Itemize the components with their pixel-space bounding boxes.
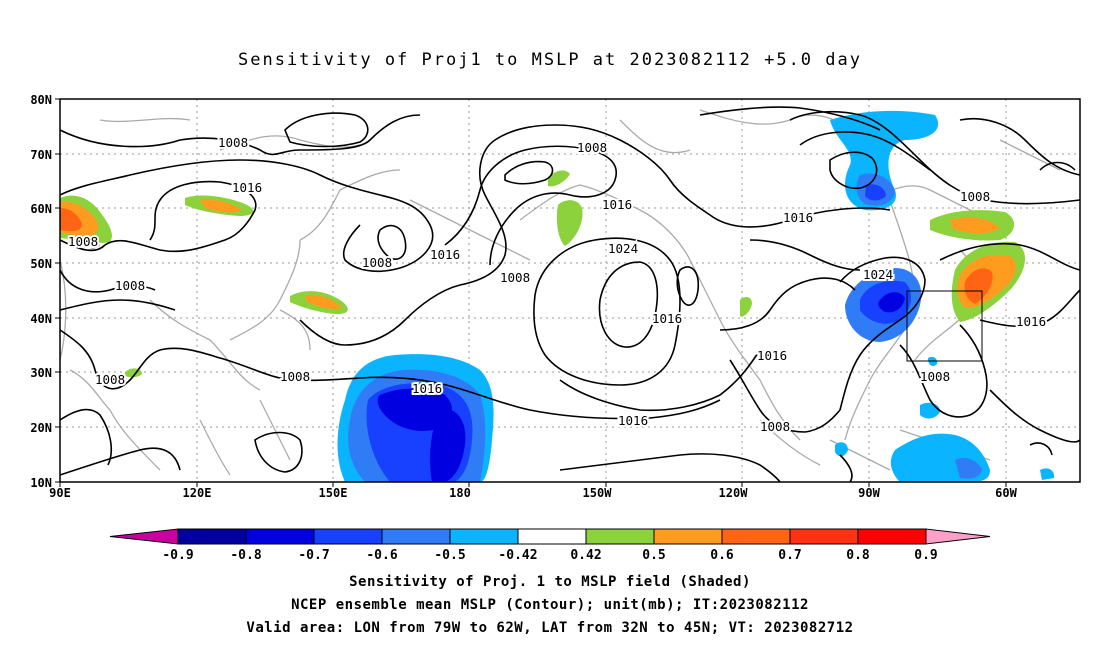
colorbar-under-arrow [109,528,179,545]
colorbar-label: 0.8 [846,548,870,563]
y-tick-label: 30N [30,366,52,380]
shade-alaska-pos [556,200,583,246]
x-tick-label: 120W [719,486,749,500]
colorbar-swatch [721,528,791,545]
map-frame [59,98,1081,483]
contour-label: 1016 [412,381,442,396]
colorbar-over-arrow [925,528,991,545]
x-tick-label: 180 [449,486,471,500]
contour-label: 1008 [500,270,530,285]
contour-label: 1008 [760,419,790,434]
contour-label: 1008 [280,369,310,384]
colorbar-label: -0.8 [230,548,261,563]
colorbar-swatch [177,528,247,545]
map-title: Sensitivity of Proj1 to MSLP at 20230821… [238,50,862,70]
x-tick-label: 150E [319,486,348,500]
colorbar-swatch [653,528,723,545]
coastlines [59,109,1061,476]
y-tick-label: 20N [30,421,52,435]
colorbar-label: 0.9 [914,548,937,563]
contour-label: 1016 [757,348,787,363]
shade-pacific-neg-core [377,388,452,432]
x-tick-label: 120E [183,486,212,500]
contour-label: 1008 [577,140,607,155]
y-tick-label: 80N [30,93,52,107]
contour-label: 1016 [783,210,813,225]
contour-label: 1008 [920,369,950,384]
x-tick-label: 150W [583,486,613,500]
colorbar-label: 0.42 [570,548,601,563]
x-tick-label: 90E [49,486,71,500]
mslp-contours [59,106,1081,483]
y-tick-label: 70N [30,148,52,162]
axis-ticks [55,98,1007,487]
colorbar-label: -0.7 [298,548,329,563]
colorbar-label: -0.42 [498,548,537,563]
contour-label: 1024 [863,267,893,282]
x-tick-label: 60W [995,486,1017,500]
colorbar-label: 0.5 [642,548,665,563]
footer-line-1: Sensitivity of Proj. 1 to MSLP field (Sh… [349,574,751,590]
colorbar-swatch [381,528,451,545]
contour-label: 1008 [218,135,248,150]
contour-label: 1024 [608,241,638,256]
colorbar-swatch [585,528,655,545]
y-tick-label: 10N [30,476,52,490]
shade-pacific-neg-core2 [430,409,466,482]
y-axis-labels: 80N 70N 60N 50N 40N 30N 20N 10N [30,93,52,490]
contour-label: 1016 [430,247,460,262]
colorbar-label: -0.5 [434,548,465,563]
valid-area-box [906,290,983,362]
contour-label: 1016 [232,180,262,195]
contour-label: 1008 [68,234,98,249]
colorbar-swatch [313,528,383,545]
contour-label: 1008 [362,255,392,270]
y-tick-label: 40N [30,312,52,326]
contour-label: 1008 [115,278,145,293]
colorbar-swatch [789,528,859,545]
shade-west-pos-red [60,208,82,232]
colorbar-swatch [245,528,315,545]
y-tick-label: 60N [30,202,52,216]
contour-label: 1016 [1016,314,1046,329]
contour-label-group: 1008 1016 1008 1008 1008 1008 1008 1016 … [66,133,1048,436]
colorbar-label: -0.9 [162,548,193,563]
colorbar-swatch [449,528,519,545]
contour-label: 1008 [95,372,125,387]
colorbar-label: -0.6 [366,548,397,563]
shaded-sensitivity [60,110,1055,482]
y-tick-label: 50N [30,257,52,271]
contour-label: 1016 [652,311,682,326]
contour-label: 1016 [602,197,632,212]
footer-line-3: Valid area: LON from 79W to 62W, LAT fro… [246,620,854,636]
colorbar: -0.9 -0.8 -0.7 -0.6 -0.5 -0.42 0.42 0.5 0.6 0.7 0.… [109,528,991,563]
footer-line-2: NCEP ensemble mean MSLP (Contour); unit(… [291,597,809,613]
x-axis-labels: 90E 120E 150E 180 150W 120W 90W 60W [49,486,1017,500]
colorbar-label: 0.6 [710,548,734,563]
colorbar-swatch [857,528,927,545]
contour-label: 1008 [960,189,990,204]
contour-label: 1016 [618,413,648,428]
x-tick-label: 90W [858,486,880,500]
colorbar-swatch [517,528,587,545]
colorbar-label: 0.7 [778,548,801,563]
